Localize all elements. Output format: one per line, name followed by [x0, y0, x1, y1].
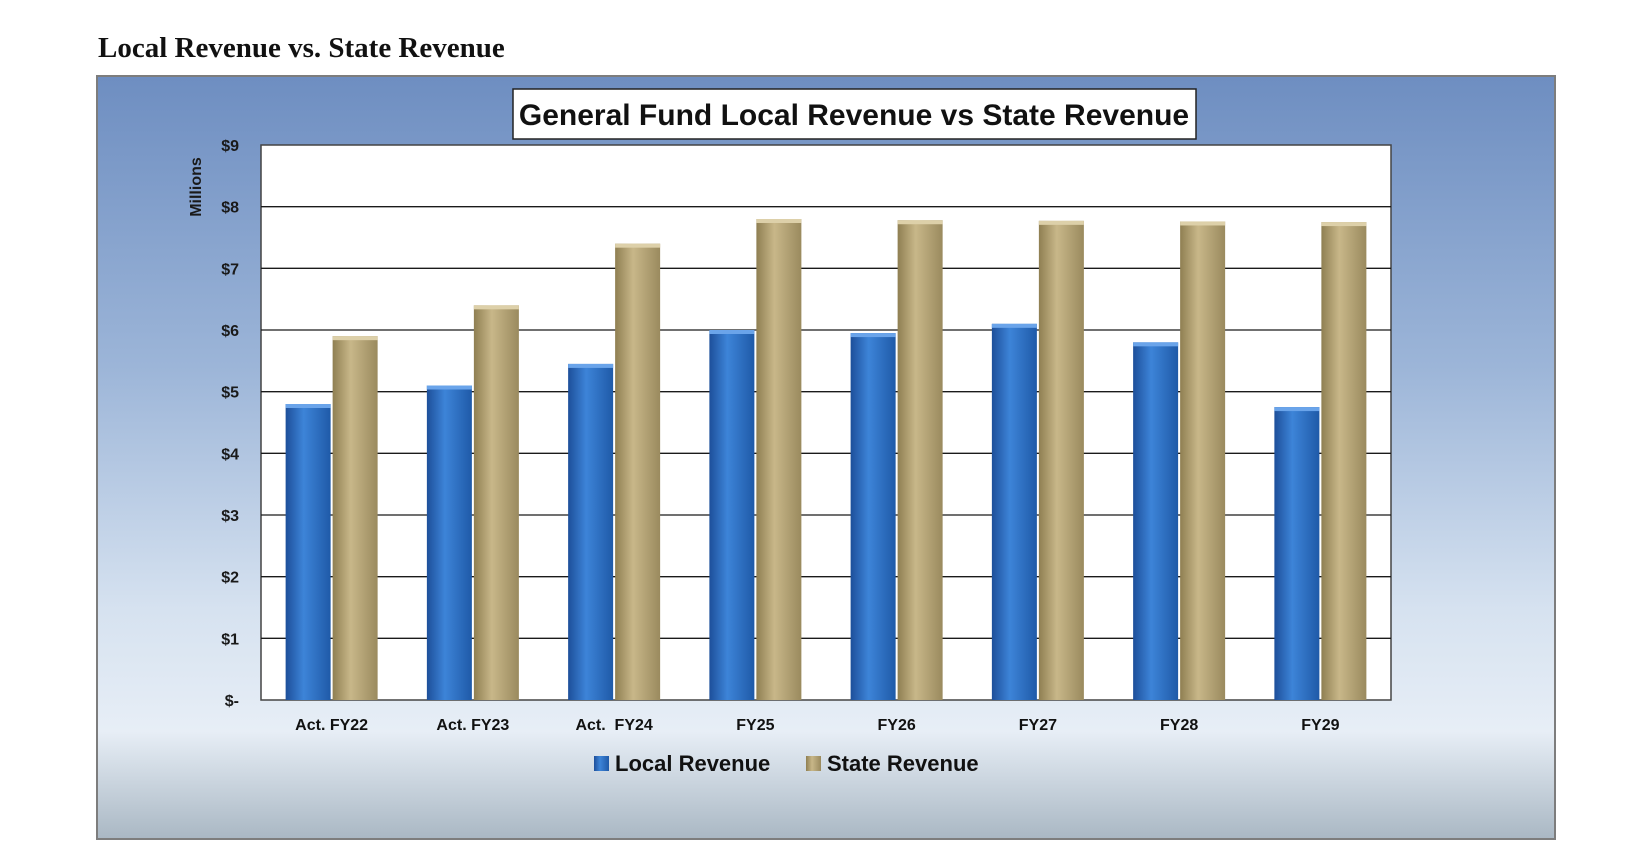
y-tick-label: $4	[221, 446, 239, 463]
bar-top-state-revenue	[1321, 222, 1367, 227]
bar-top-local-revenue	[709, 330, 755, 334]
bar-local-revenue	[850, 333, 896, 700]
x-tick-label: FY27	[1019, 717, 1057, 734]
legend-swatch-state-revenue	[806, 756, 821, 771]
y-tick-labels: $- $1 $2 $3 $4 $5 $6 $7 $8 $9	[221, 138, 239, 710]
y-tick-label: $8	[221, 200, 239, 217]
x-tick-label: FY26	[878, 717, 916, 734]
chart-title: General Fund Local Revenue vs State Reve…	[519, 99, 1189, 132]
revenue-bar-chart: $-$1$2$3$4$5$6$7$8$9 Act. FY22 Act. FY23 A…	[188, 88, 1392, 776]
bar-top-state-revenue	[756, 219, 802, 223]
x-tick-label: FY28	[1160, 717, 1198, 734]
y-tick-label: $9	[221, 138, 239, 155]
legend-swatch-local-revenue	[594, 756, 609, 771]
bar-top-local-revenue	[991, 323, 1037, 328]
bar-top-local-revenue	[850, 333, 896, 338]
bar-top-state-revenue	[1180, 221, 1226, 226]
y-tick-label: $2	[221, 570, 239, 587]
bar-top-local-revenue	[1133, 342, 1179, 347]
bar-state-revenue	[897, 220, 943, 700]
bar-state-revenue	[615, 243, 661, 700]
bar-top-state-revenue	[1038, 220, 1084, 225]
bar-state-revenue	[473, 305, 519, 700]
bar-top-state-revenue	[615, 243, 661, 248]
y-tick-label: $5	[221, 385, 239, 402]
bars	[285, 219, 1367, 701]
bar-local-revenue	[426, 385, 472, 700]
x-tick-label: Act. FY24	[575, 717, 652, 734]
x-tick-label: Act. FY23	[436, 717, 509, 734]
bar-top-local-revenue	[285, 404, 331, 408]
y-tick-label: $6	[221, 323, 239, 340]
bar-top-state-revenue	[332, 336, 378, 341]
y-axis-label: Millions	[188, 157, 205, 217]
bar-state-revenue	[1321, 222, 1367, 701]
bar-top-local-revenue	[568, 363, 614, 368]
bar-top-state-revenue	[897, 220, 943, 225]
bar-state-revenue	[1180, 221, 1226, 700]
x-tick-label: FY25	[736, 717, 774, 734]
bar-top-local-revenue	[1274, 407, 1320, 412]
bar-local-revenue	[709, 330, 755, 700]
bar-local-revenue	[1133, 342, 1179, 700]
legend-label-state-revenue: State Revenue	[827, 751, 979, 776]
chart-title-box	[512, 88, 1197, 140]
x-tick-labels: Act. FY22 Act. FY23 Act. FY24 FY25 FY26 FY27 F…	[295, 717, 1339, 734]
bar-top-state-revenue	[473, 305, 519, 310]
y-tick-label: $1	[221, 631, 239, 648]
x-tick-label: Act. FY22	[295, 717, 368, 734]
chart-panel: $- $1 $2 $3 $4 $5 $6 $7 $8 $9 Act. FY22 Act. FY23 A…	[96, 75, 1556, 840]
bar-top-local-revenue	[426, 385, 472, 390]
y-tick-label: $3	[221, 508, 239, 525]
page-heading: Local Revenue vs. State Revenue	[98, 32, 505, 64]
bar-state-revenue	[1038, 220, 1084, 700]
y-tick-label: $-	[225, 693, 239, 710]
bar-local-revenue	[991, 323, 1037, 700]
bar-local-revenue	[568, 363, 614, 700]
y-tick-label: $7	[221, 261, 239, 278]
bar-state-revenue	[756, 219, 802, 700]
bar-state-revenue	[332, 336, 378, 700]
legend: Local Revenue State Revenue	[594, 751, 979, 776]
bar-local-revenue	[1274, 407, 1320, 700]
legend-label-local-revenue: Local Revenue	[615, 751, 770, 776]
bar-local-revenue	[285, 404, 331, 700]
x-tick-label: FY29	[1301, 717, 1339, 734]
